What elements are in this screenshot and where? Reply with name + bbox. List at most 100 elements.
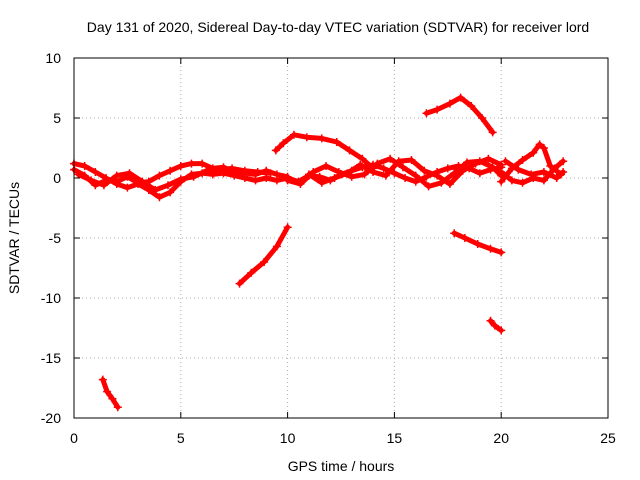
- y-tick-label: 5: [53, 110, 61, 126]
- data-point: [356, 160, 365, 169]
- data-point: [473, 240, 482, 248]
- x-tick-label: 0: [70, 430, 78, 446]
- series-arc-rising-mid: [235, 223, 292, 288]
- data-point: [123, 183, 132, 192]
- data-point: [507, 176, 516, 185]
- y-axis-label: SDTVAR / TECUs: [6, 182, 22, 294]
- data-point: [317, 178, 326, 187]
- data-point: [386, 154, 395, 163]
- data-point: [345, 146, 354, 155]
- data-point: [74, 170, 83, 179]
- x-tick-label: 10: [280, 430, 296, 446]
- data-point: [450, 229, 459, 238]
- series-line: [306, 156, 504, 187]
- data-point: [488, 128, 497, 137]
- data-point: [290, 130, 299, 139]
- x-tick-label: 15: [387, 430, 403, 446]
- data-point: [471, 159, 480, 168]
- data-point: [283, 223, 292, 232]
- data-point: [546, 162, 555, 170]
- series-line: [100, 377, 121, 410]
- data-point: [497, 326, 506, 335]
- data-point: [463, 158, 472, 167]
- data-point: [433, 171, 442, 180]
- series-arc-zero-c: [74, 164, 275, 194]
- data-point: [394, 157, 403, 166]
- data-point: [445, 99, 454, 108]
- data-point: [99, 181, 108, 190]
- data-point: [484, 154, 493, 163]
- data-point: [490, 321, 499, 330]
- x-axis-label: GPS time / hours: [288, 458, 395, 474]
- data-point: [381, 171, 390, 180]
- data-point: [497, 177, 506, 186]
- data-point: [514, 165, 523, 174]
- data-point: [422, 109, 431, 118]
- series-line: [237, 224, 291, 287]
- data-point: [113, 403, 122, 412]
- data-point: [535, 140, 544, 149]
- data-point: [202, 166, 211, 175]
- data-point: [450, 169, 459, 178]
- grid: [74, 58, 608, 418]
- series-line: [423, 95, 496, 135]
- data-point: [358, 154, 367, 163]
- data-point: [433, 105, 442, 114]
- data-point: [529, 148, 538, 157]
- data-point: [272, 242, 281, 251]
- data-point: [373, 159, 382, 168]
- data-point: [420, 166, 429, 175]
- data-point: [486, 244, 495, 253]
- series-arc-late-b: [497, 157, 568, 187]
- y-tick-label: -20: [41, 410, 61, 426]
- data-point: [302, 133, 311, 142]
- data-point: [401, 174, 410, 182]
- data-point: [424, 182, 433, 191]
- data-point: [155, 193, 164, 202]
- series-line: [503, 158, 566, 181]
- data-series: [70, 93, 568, 412]
- data-point: [125, 169, 134, 178]
- data-point: [266, 169, 275, 178]
- series-arc-zero-f: [304, 154, 506, 188]
- data-point: [456, 93, 465, 102]
- series-arc-high-17: [422, 93, 497, 137]
- data-point: [527, 170, 536, 179]
- series-line: [75, 165, 273, 193]
- data-point: [343, 169, 352, 178]
- x-tick-label: 5: [177, 430, 185, 446]
- data-point: [486, 316, 495, 325]
- data-point: [411, 171, 420, 180]
- data-point: [347, 172, 356, 181]
- series-arc-high-10: [271, 130, 378, 173]
- data-point: [360, 170, 369, 179]
- data-point: [187, 159, 196, 168]
- data-point: [539, 144, 548, 152]
- data-point: [497, 160, 506, 169]
- axis-ticks: 0 5 10 15 20 25 -20 -15 -10 -5 0 5 10: [41, 50, 616, 446]
- data-point: [279, 139, 288, 148]
- series-arc-short-20: [486, 316, 506, 335]
- data-point: [176, 162, 185, 170]
- data-point: [80, 162, 89, 170]
- data-point: [518, 156, 527, 164]
- series-arc-falling-19: [450, 229, 506, 257]
- data-point: [176, 175, 185, 184]
- data-point: [317, 134, 326, 143]
- y-tick-label: -10: [41, 290, 61, 306]
- data-point: [445, 180, 454, 188]
- data-point: [477, 114, 486, 122]
- x-tick-label: 20: [493, 430, 509, 446]
- data-point: [108, 394, 117, 403]
- data-point: [253, 168, 262, 176]
- data-point: [262, 174, 271, 182]
- data-point: [163, 181, 172, 190]
- data-point: [330, 174, 339, 182]
- data-point: [407, 156, 416, 164]
- data-point: [228, 164, 237, 173]
- data-point: [235, 279, 244, 288]
- data-point: [467, 102, 476, 110]
- series-arc-early-low: [98, 375, 122, 412]
- data-point: [379, 164, 388, 173]
